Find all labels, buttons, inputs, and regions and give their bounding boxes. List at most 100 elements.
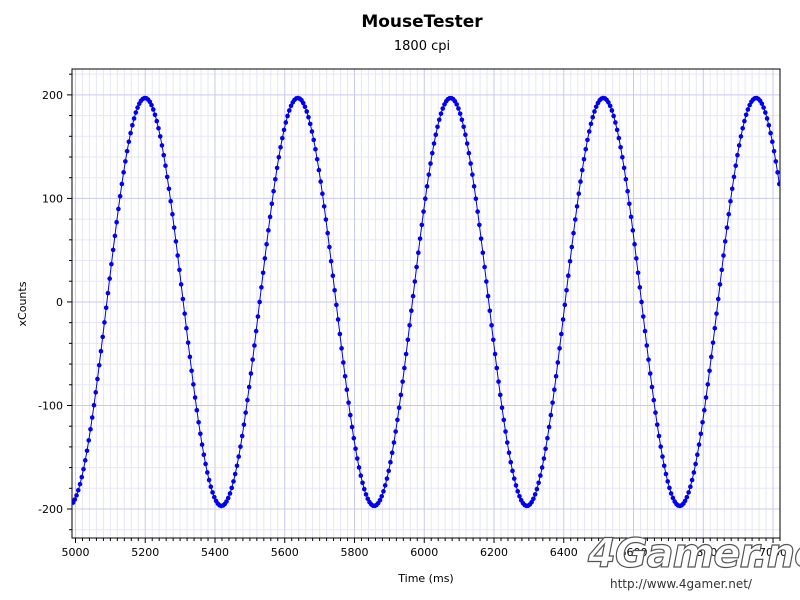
data-point — [393, 429, 398, 434]
axis-tick-labels: 5000 5200 5400 5600 5800 6000 6200 6400 6600 6800… — [38, 89, 787, 559]
data-point — [182, 311, 187, 316]
plot-area-border — [71, 68, 781, 539]
data-point — [86, 438, 92, 443]
series-line — [72, 97, 780, 507]
data-point — [566, 273, 571, 278]
data-point — [435, 124, 440, 130]
data-point — [471, 184, 477, 189]
data-point — [640, 314, 646, 319]
x-tick-label: 5200 — [131, 546, 159, 559]
data-point — [651, 397, 657, 403]
data-point — [497, 392, 503, 398]
data-point — [388, 459, 393, 465]
data-series — [72, 95, 780, 509]
data-point — [168, 198, 173, 204]
data-point — [278, 144, 283, 150]
data-point — [98, 348, 104, 354]
data-point — [459, 117, 465, 123]
data-point — [189, 368, 194, 374]
x-tick-label: 5600 — [271, 546, 299, 559]
data-point — [731, 174, 737, 180]
data-point — [300, 100, 306, 106]
data-point — [703, 395, 709, 400]
data-point — [281, 127, 287, 133]
data-point — [260, 270, 266, 276]
data-point — [489, 323, 494, 328]
data-point — [185, 340, 191, 345]
data-point — [363, 492, 369, 497]
data-point — [545, 435, 550, 441]
data-point — [150, 107, 156, 112]
data-point — [105, 290, 111, 296]
data-point — [484, 279, 489, 284]
data-point — [124, 148, 130, 154]
data-point — [496, 379, 501, 384]
data-point — [559, 331, 564, 337]
watermark: 4Gamer.net http://www.4gamer.net/ — [586, 530, 800, 591]
data-point — [288, 103, 294, 109]
data-point — [531, 496, 536, 502]
data-point — [206, 477, 212, 483]
data-point — [89, 415, 95, 420]
data-point — [715, 296, 721, 302]
data-point — [88, 426, 93, 432]
y-tick-label: -100 — [38, 399, 63, 412]
data-point — [386, 468, 391, 474]
data-point — [511, 476, 517, 481]
data-point — [91, 402, 97, 408]
data-point — [208, 484, 214, 489]
data-point — [745, 107, 751, 112]
data-point — [438, 111, 444, 116]
data-point — [243, 410, 248, 415]
data-point — [389, 450, 395, 456]
data-point — [100, 334, 105, 340]
data-point — [763, 110, 768, 115]
data-point — [592, 109, 597, 114]
data-point — [647, 371, 653, 376]
data-point — [157, 134, 163, 139]
data-point — [252, 343, 257, 348]
data-point — [280, 135, 285, 141]
data-point — [114, 219, 119, 225]
data-point — [567, 258, 573, 264]
data-point — [770, 139, 775, 145]
data-point — [246, 384, 252, 390]
data-point — [314, 156, 320, 162]
data-point — [696, 442, 702, 447]
data-point — [205, 470, 210, 475]
data-point — [409, 308, 414, 314]
y-tick-label: 200 — [42, 89, 63, 102]
data-point — [259, 285, 264, 290]
data-point — [667, 485, 672, 491]
data-point — [614, 127, 620, 133]
data-point — [407, 323, 412, 328]
data-point — [238, 444, 243, 449]
data-point — [646, 357, 651, 362]
data-point — [433, 132, 439, 138]
data-point — [339, 346, 344, 351]
data-point — [382, 483, 388, 488]
data-point — [131, 116, 137, 121]
x-tick-label: 5400 — [201, 546, 229, 559]
data-point — [424, 184, 430, 189]
data-point — [77, 481, 83, 487]
data-point — [325, 230, 330, 236]
data-point — [395, 417, 400, 423]
data-point — [550, 400, 555, 405]
x-tick-label: 6400 — [550, 546, 578, 559]
data-point — [84, 448, 90, 454]
data-point — [349, 424, 355, 430]
data-point — [588, 121, 594, 127]
data-point — [225, 495, 231, 501]
data-point — [81, 466, 86, 472]
x-axis-label: Time (ms) — [397, 572, 453, 585]
data-point — [470, 172, 475, 177]
data-point — [532, 492, 538, 497]
data-point — [255, 314, 261, 319]
data-point — [688, 484, 693, 489]
data-point — [702, 407, 707, 413]
data-point — [248, 371, 254, 376]
data-point — [682, 498, 688, 504]
data-point — [116, 206, 121, 212]
data-point — [346, 400, 351, 405]
